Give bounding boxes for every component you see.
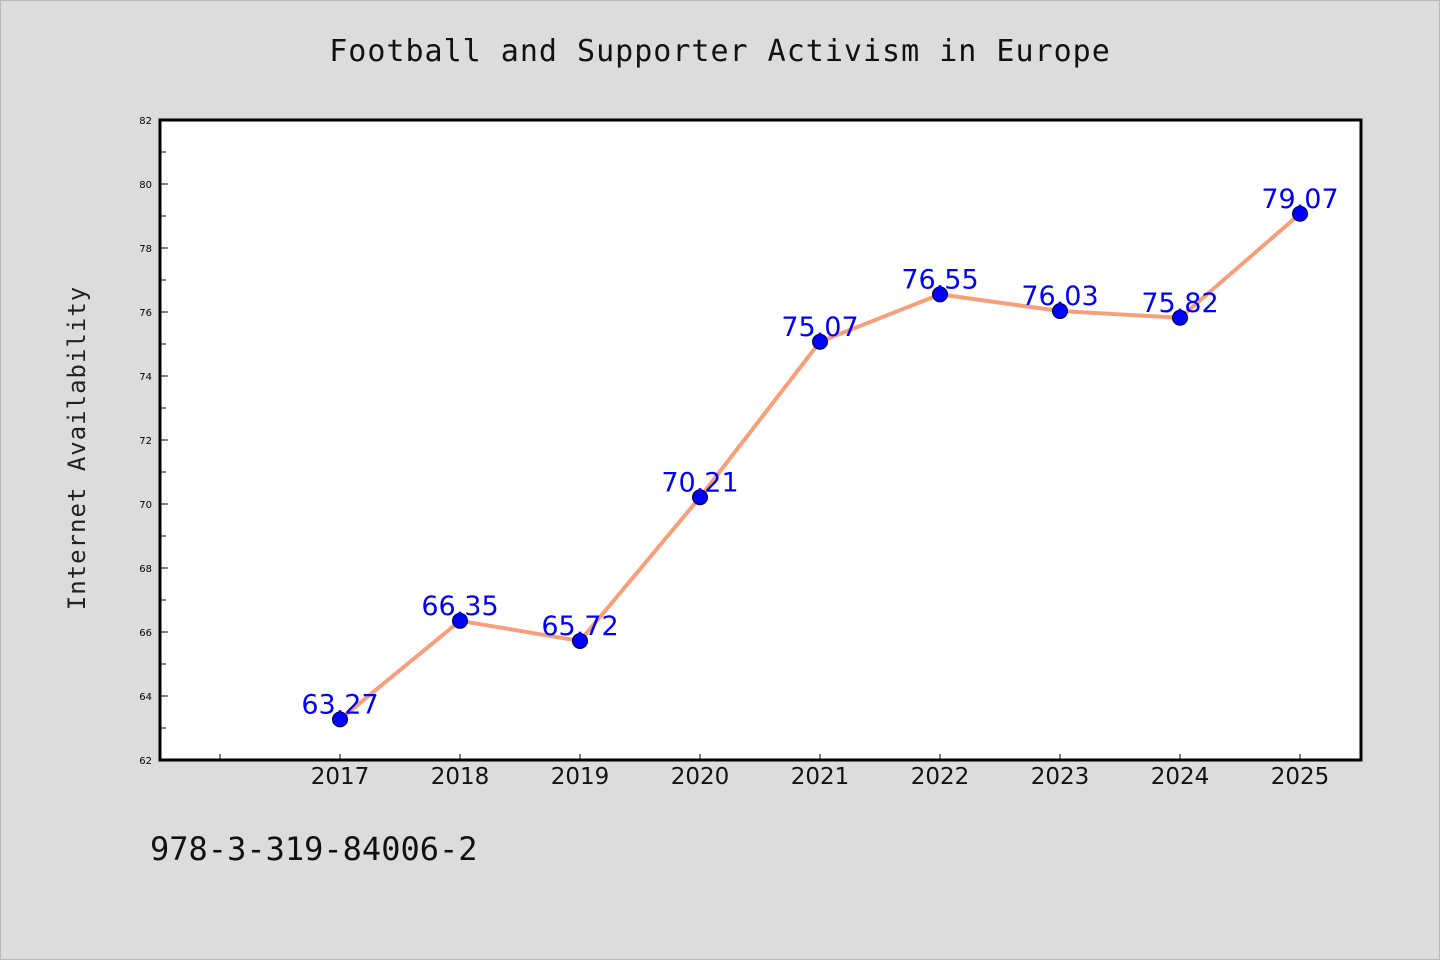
data-label: 76.55 xyxy=(901,264,978,295)
data-label: 75.07 xyxy=(781,312,858,343)
y-tick-label: 76 xyxy=(139,308,152,319)
data-label: 79.07 xyxy=(1261,184,1338,215)
x-tick-label: 2021 xyxy=(791,764,850,790)
data-label: 76.03 xyxy=(1021,281,1098,312)
data-point xyxy=(932,286,948,303)
x-tick-label: 2020 xyxy=(671,764,730,790)
data-label: 65.72 xyxy=(541,611,618,642)
data-point xyxy=(332,711,348,728)
y-tick-label: 66 xyxy=(139,628,152,639)
y-tick-label: 70 xyxy=(139,500,152,511)
y-axis-ticks: 62 64 66 68 70 72 74 76 78 80 82 xyxy=(139,116,168,767)
y-tick-label: 74 xyxy=(139,372,152,383)
x-tick-label: 2018 xyxy=(431,764,490,790)
x-tick-label: 2022 xyxy=(911,764,970,790)
y-tick-label: 64 xyxy=(139,692,152,703)
data-point xyxy=(572,632,588,649)
y-tick-label: 82 xyxy=(139,116,152,127)
series-group xyxy=(332,205,1308,728)
x-tick-label: 2024 xyxy=(1151,764,1210,790)
y-axis-label: Internet Availability xyxy=(63,286,91,610)
data-point xyxy=(1052,303,1068,320)
plot-area xyxy=(158,118,1363,762)
data-point xyxy=(692,489,708,506)
data-point xyxy=(1172,309,1188,326)
x-tick-label: 2017 xyxy=(311,764,370,790)
chart-title: Football and Supporter Activism in Europ… xyxy=(329,34,1111,69)
data-label: 66.35 xyxy=(421,591,498,622)
data-point xyxy=(452,612,468,629)
x-tick-label: 2025 xyxy=(1271,764,1330,790)
y-tick-label: 62 xyxy=(139,756,152,767)
data-label: 63.27 xyxy=(301,689,378,720)
x-tick-label: 2023 xyxy=(1031,764,1090,790)
x-tick-label: 2019 xyxy=(551,764,610,790)
data-label-group: 63.27 66.35 65.72 70.21 75.07 76.55 76.03 75.82… xyxy=(301,184,1338,721)
x-axis-ticks: 2017 2018 2019 2020 2021 2022 2023 2024 2025 xyxy=(219,754,1330,790)
data-point xyxy=(1292,205,1308,222)
y-tick-label: 68 xyxy=(139,564,152,575)
data-label: 70.21 xyxy=(661,467,738,498)
y-tick-label: 72 xyxy=(139,436,152,447)
data-point xyxy=(812,333,828,350)
isbn-text: 978-3-319-84006-2 xyxy=(150,830,478,868)
y-tick-label: 80 xyxy=(139,180,152,191)
data-label: 75.82 xyxy=(1141,288,1218,319)
y-tick-label: 78 xyxy=(139,244,152,255)
